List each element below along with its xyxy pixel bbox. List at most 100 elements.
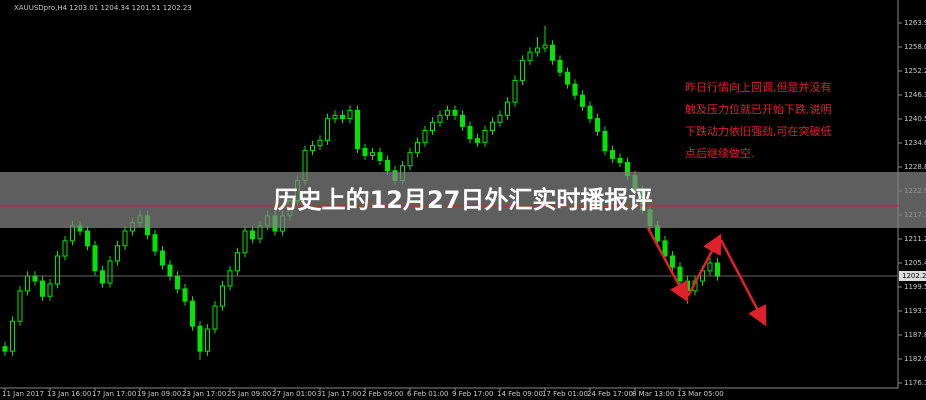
banner-title: 历史上的12月27日外汇实时播报评: [274, 186, 653, 214]
x-tick-label: 17 Jan 17:00: [92, 390, 136, 398]
candle-body: [602, 130, 608, 152]
candle-body: [505, 101, 510, 116]
candle-body: [685, 280, 690, 292]
candle-body: [437, 114, 443, 123]
candle-body: [430, 121, 435, 131]
candle-body: [25, 275, 30, 292]
current-price-label: 1202.23: [902, 272, 926, 280]
candle-body: [205, 328, 210, 352]
candle-body: [580, 94, 585, 107]
annotation: 下跌动力依旧强劲,可在突破低: [685, 124, 832, 138]
candle-body: [587, 105, 593, 120]
candle-body: [490, 121, 495, 131]
x-tick-label: 17 Feb 01:00: [542, 390, 588, 398]
candle-body: [107, 260, 113, 284]
banner: [0, 172, 926, 228]
candle-body: [122, 230, 128, 247]
x-tick-label: 27 Jan 01:00: [272, 390, 316, 398]
y-tick-label: 1211.25: [904, 235, 926, 243]
candle-body: [670, 255, 675, 268]
candle-body: [310, 145, 315, 152]
candle-body: [482, 129, 488, 143]
x-tick-label: 8 Mar 13:00: [632, 390, 674, 398]
x-tick-label: 13 Mar 05:00: [677, 390, 724, 398]
candle-body: [92, 245, 98, 272]
candle-body: [227, 270, 233, 287]
candle-body: [85, 230, 90, 247]
y-tick-label: 1228.80: [904, 163, 926, 171]
candle-body: [535, 47, 540, 53]
candle-body: [47, 283, 53, 297]
candle-body: [55, 255, 60, 285]
chart-header: XAUUSDpro,H4 1203.01 1204.34 1201.51 120…: [14, 4, 192, 12]
candle-body: [370, 152, 375, 157]
x-tick-label: 24 Feb 17:00: [587, 390, 633, 398]
arrow: [646, 227, 689, 303]
candle-body: [175, 275, 180, 290]
y-tick-label: 1258.05: [904, 43, 926, 51]
candle-body: [497, 114, 503, 123]
candle-body: [662, 240, 668, 257]
candle-body: [332, 114, 338, 120]
x-tick-label: 9 Feb 17:00: [452, 390, 493, 398]
candle-body: [160, 250, 165, 266]
arrow: [719, 239, 767, 327]
y-tick-label: 1187.85: [904, 331, 926, 339]
y-tick-label: 1199.55: [904, 283, 926, 291]
candle-body: [62, 240, 68, 257]
candle-body: [167, 264, 173, 277]
candle-body: [475, 138, 480, 143]
x-tick-label: 19 Jan 09:00: [137, 390, 181, 398]
candle-body: [340, 114, 345, 120]
candle-body: [527, 51, 533, 61]
candle-body: [422, 129, 428, 143]
candle-body: [17, 290, 23, 322]
candle-body: [385, 159, 390, 172]
candle-body: [317, 139, 323, 147]
candle-body: [40, 280, 45, 297]
y-tick-label: 1246.35: [904, 91, 926, 99]
y-tick-label: 1193.70: [904, 307, 926, 315]
candle-body: [362, 148, 368, 157]
candle-body: [235, 252, 240, 272]
candle-body: [542, 44, 548, 49]
y-tick-label: 1240.50: [904, 115, 926, 123]
x-tick-label: 11 Jan 2017: [2, 390, 44, 398]
candle-body: [355, 109, 360, 150]
candle-body: [512, 79, 518, 103]
y-tick-label: 1176.15: [904, 379, 926, 387]
candle-body: [347, 109, 353, 120]
y-tick-label: 1252.20: [904, 67, 926, 75]
candle-body: [460, 114, 465, 127]
candle-body: [452, 109, 458, 116]
candle-body: [2, 346, 8, 352]
annotation: 点后继续做空.: [685, 146, 755, 160]
candle-body: [565, 71, 570, 85]
annotation: 昨日行情向上回调,但是并没有: [685, 80, 832, 94]
candle-body: [415, 141, 420, 154]
candle-body: [197, 325, 203, 352]
candle-body: [467, 125, 473, 140]
candle-body: [250, 230, 255, 240]
candle-body: [325, 118, 330, 141]
x-tick-label: 25 Jan 09:00: [227, 390, 271, 398]
current-price-box: [899, 271, 926, 282]
candle-body: [182, 288, 188, 302]
candle-body: [520, 59, 525, 81]
y-tick-label: 1182.00: [904, 355, 926, 363]
candle-body: [190, 300, 195, 327]
y-tick-label: 1263.90: [904, 19, 926, 27]
candle-body: [610, 150, 615, 159]
candle-body: [242, 230, 248, 254]
x-tick-label: 31 Jan 17:00: [317, 390, 361, 398]
x-tick-label: 6 Feb 01:00: [407, 390, 448, 398]
candle-body: [152, 234, 158, 252]
x-tick-label: 13 Jan 16:00: [47, 390, 91, 398]
candle-body: [220, 285, 225, 307]
candle-body: [407, 152, 413, 167]
candle-body: [377, 152, 383, 161]
candle-body: [557, 59, 563, 73]
candle-body: [617, 157, 623, 163]
